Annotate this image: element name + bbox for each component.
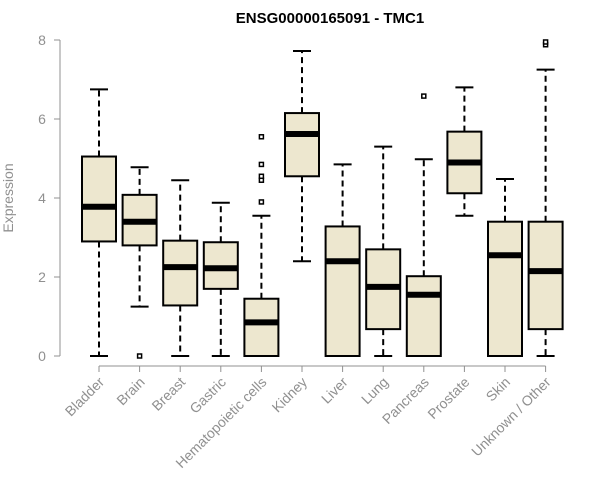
y-tick-label: 6 bbox=[38, 111, 46, 127]
box-group bbox=[202, 201, 239, 357]
y-axis-label: Expression bbox=[0, 163, 16, 232]
box-group bbox=[487, 178, 523, 357]
box-group bbox=[446, 86, 483, 217]
y-tick-label: 8 bbox=[38, 32, 46, 48]
x-tick-label: Liver bbox=[318, 374, 351, 407]
box-group bbox=[162, 179, 199, 357]
outlier-point bbox=[258, 173, 265, 180]
y-tick-label: 4 bbox=[38, 190, 46, 206]
outlier-point bbox=[421, 93, 427, 99]
box-group bbox=[324, 163, 361, 357]
x-tick-label: Kidney bbox=[269, 374, 311, 416]
x-tick-label: Lung bbox=[358, 374, 391, 407]
x-tick-label: Skin bbox=[483, 374, 514, 405]
x-tick-label: Bladder bbox=[62, 374, 108, 420]
x-tick-label: Breast bbox=[148, 374, 188, 414]
y-axis: 0 2 4 6 8 bbox=[38, 32, 61, 364]
outlier-point bbox=[136, 353, 143, 359]
y-tick-label: 2 bbox=[38, 269, 46, 285]
iqr-box bbox=[81, 155, 117, 243]
outlier-point bbox=[258, 134, 265, 140]
iqr-box bbox=[324, 225, 361, 357]
iqr-box bbox=[487, 220, 523, 357]
x-tick-label: Brain bbox=[113, 374, 147, 408]
box-group bbox=[81, 88, 117, 357]
box-group bbox=[527, 39, 564, 357]
iqr-box bbox=[162, 239, 199, 307]
iqr-box bbox=[405, 275, 442, 357]
outlier-point bbox=[258, 161, 265, 168]
y-tick-label: 0 bbox=[38, 348, 46, 364]
chart-title: ENSG00000165091 - TMC1 bbox=[236, 10, 424, 27]
box-group bbox=[405, 93, 442, 357]
box-group bbox=[284, 50, 320, 263]
plot-area bbox=[81, 39, 564, 359]
outlier-point bbox=[542, 39, 549, 45]
box-group bbox=[243, 134, 280, 358]
iqr-box bbox=[527, 220, 564, 331]
iqr-box bbox=[284, 112, 320, 178]
box-group bbox=[365, 145, 402, 357]
x-tick-label: Prostate bbox=[424, 374, 472, 422]
box-group bbox=[121, 166, 158, 359]
iqr-box bbox=[243, 297, 280, 358]
outlier-point bbox=[258, 199, 265, 205]
